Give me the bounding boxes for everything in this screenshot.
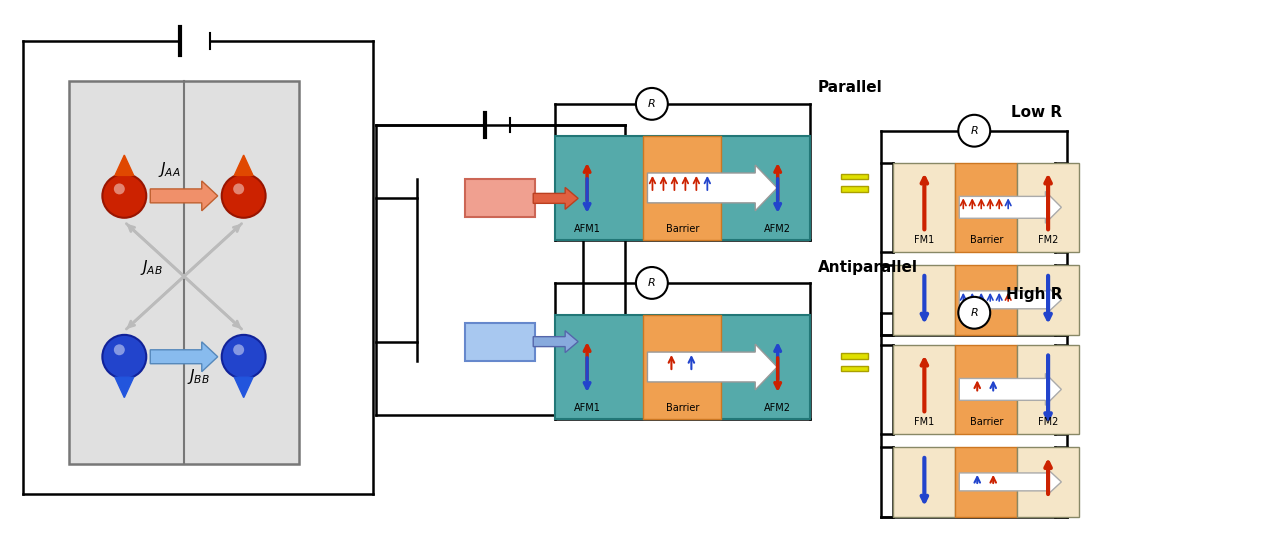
Bar — [893, 345, 956, 434]
Bar — [956, 163, 1018, 252]
Circle shape — [222, 335, 265, 379]
Bar — [466, 323, 536, 361]
Text: Parallel: Parallel — [817, 80, 882, 96]
Text: FM2: FM2 — [1038, 417, 1058, 427]
Bar — [1018, 163, 1079, 252]
Text: Low R: Low R — [1011, 105, 1062, 120]
FancyArrow shape — [959, 191, 1061, 223]
Circle shape — [103, 335, 146, 379]
Bar — [466, 179, 536, 217]
Text: R: R — [648, 99, 656, 109]
Bar — [840, 353, 868, 359]
Text: AFM1: AFM1 — [574, 224, 600, 234]
FancyArrow shape — [959, 374, 1061, 406]
Text: FM2: FM2 — [1038, 235, 1058, 245]
FancyArrow shape — [647, 165, 777, 211]
Circle shape — [233, 345, 244, 355]
Bar — [893, 447, 956, 517]
Text: AFM2: AFM2 — [764, 403, 791, 413]
Text: $J_{BB}$: $J_{BB}$ — [187, 367, 209, 386]
Circle shape — [636, 88, 667, 120]
FancyArrow shape — [959, 469, 1061, 495]
Circle shape — [222, 174, 265, 218]
Text: Barrier: Barrier — [970, 417, 1003, 427]
Polygon shape — [115, 377, 133, 397]
Text: FM1: FM1 — [914, 235, 934, 245]
Bar — [1018, 265, 1079, 335]
Polygon shape — [235, 377, 253, 397]
Bar — [956, 265, 1018, 335]
Bar — [840, 174, 868, 179]
Text: Barrier: Barrier — [970, 235, 1003, 245]
FancyArrow shape — [533, 330, 579, 353]
Polygon shape — [235, 155, 253, 176]
Circle shape — [114, 184, 124, 194]
Text: R: R — [971, 126, 978, 136]
Text: Barrier: Barrier — [666, 224, 699, 234]
Text: Antiparallel: Antiparallel — [817, 260, 917, 274]
Bar — [1018, 345, 1079, 434]
FancyArrow shape — [959, 287, 1061, 313]
Bar — [956, 345, 1018, 434]
Text: R: R — [971, 308, 978, 318]
Bar — [893, 163, 956, 252]
Bar — [555, 136, 810, 240]
Circle shape — [114, 345, 124, 355]
Bar — [893, 265, 956, 335]
Bar — [840, 186, 868, 192]
FancyArrow shape — [150, 342, 218, 372]
Text: Barrier: Barrier — [666, 403, 699, 413]
Bar — [70, 81, 298, 464]
Circle shape — [103, 174, 146, 218]
Text: $J_{AA}$: $J_{AA}$ — [159, 160, 181, 179]
Text: $J_{AB}$: $J_{AB}$ — [141, 259, 164, 278]
Polygon shape — [115, 155, 133, 176]
Bar — [956, 447, 1018, 517]
Circle shape — [636, 267, 667, 299]
Text: FM1: FM1 — [914, 417, 934, 427]
Text: AFM2: AFM2 — [764, 224, 791, 234]
Text: AFM1: AFM1 — [574, 403, 600, 413]
FancyArrow shape — [647, 344, 777, 390]
Bar — [555, 315, 810, 419]
Text: High R: High R — [1005, 287, 1062, 302]
FancyArrow shape — [150, 181, 218, 211]
FancyArrow shape — [533, 187, 579, 210]
Bar — [643, 136, 721, 240]
Circle shape — [233, 184, 244, 194]
Circle shape — [958, 115, 990, 147]
Bar — [643, 315, 721, 419]
Bar — [840, 366, 868, 371]
Circle shape — [958, 297, 990, 329]
Bar — [1018, 447, 1079, 517]
Text: R: R — [648, 278, 656, 288]
